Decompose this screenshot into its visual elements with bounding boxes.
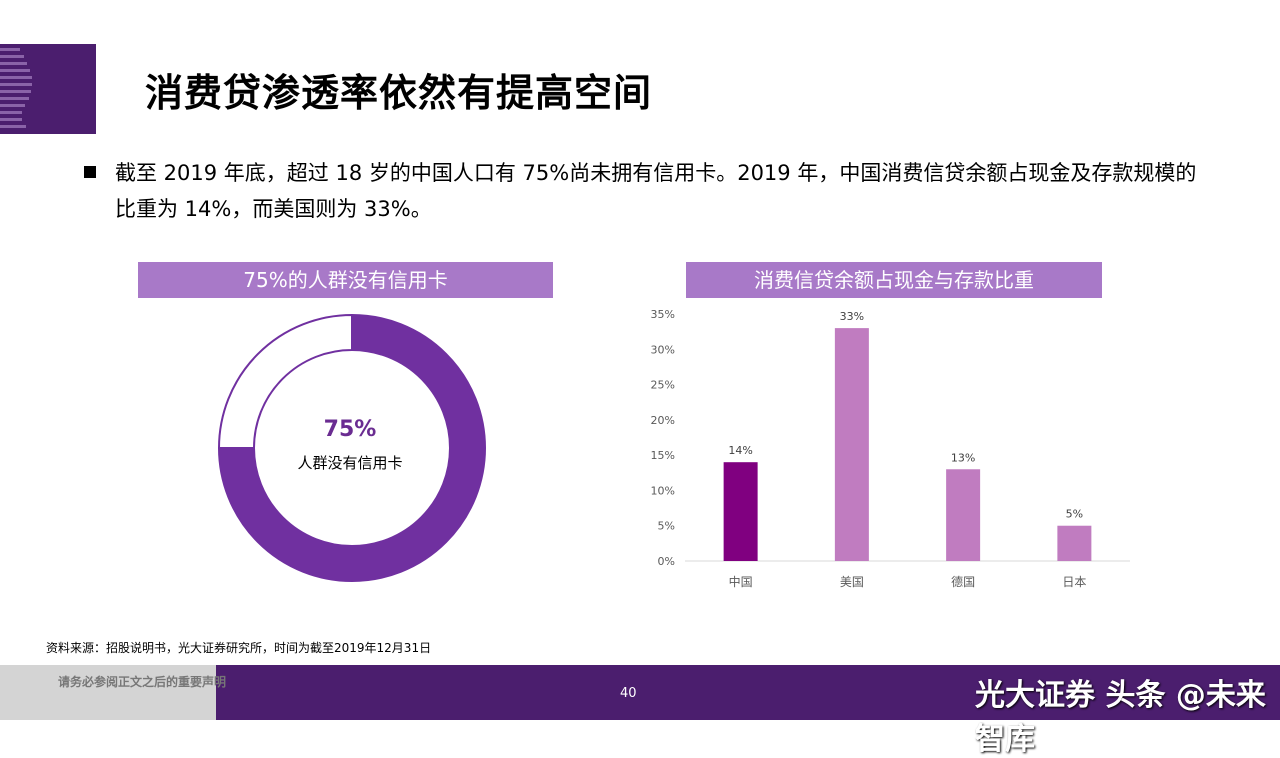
bar-chart-header: 消费信贷余额占现金与存款比重 <box>686 262 1102 298</box>
logo-stripe <box>0 97 29 100</box>
bullet-text: 截至 2019 年底，超过 18 岁的中国人口有 75%尚未拥有信用卡。2019… <box>115 161 1197 221</box>
page-number: 40 <box>620 686 637 701</box>
y-tick-label: 25% <box>651 379 675 392</box>
data-label: 33% <box>840 310 864 323</box>
logo-stripe <box>0 62 27 65</box>
footer-grey-block <box>0 665 216 720</box>
x-tick-label: 日本 <box>1062 575 1086 589</box>
logo-stripe <box>0 90 31 93</box>
donut-slice <box>217 313 486 582</box>
y-tick-label: 10% <box>651 484 675 497</box>
logo-stripe <box>0 104 25 107</box>
logo-stripe <box>0 76 32 79</box>
donut-header: 75%的人群没有信用卡 <box>138 262 553 298</box>
bar <box>834 328 869 561</box>
logo-stripe <box>0 48 20 51</box>
bar <box>946 469 981 561</box>
disclaimer: 请务必参阅正文之后的重要声明 <box>58 675 227 689</box>
x-tick-label: 德国 <box>951 574 975 589</box>
logo-stripe <box>0 55 24 58</box>
watermark: 光大证券 头条 @未来智库 <box>975 678 1266 757</box>
donut-center-value: 75% <box>323 417 377 442</box>
bar-chart: 0% 5% 10% 15% 20% 25% 30% 35% 14% 中国 33% 美国 13% 德国 5% 日… <box>651 308 1130 589</box>
logo-stripe <box>0 83 32 86</box>
y-tick-label: 15% <box>651 449 675 462</box>
logo-stripe <box>0 69 30 72</box>
y-tick-label: 30% <box>651 343 675 356</box>
y-tick-label: 20% <box>651 414 675 427</box>
y-tick-label: 0% <box>658 555 675 568</box>
logo-stripe <box>0 111 22 114</box>
donut-chart <box>217 313 486 582</box>
data-label: 14% <box>728 444 752 457</box>
y-tick-label: 35% <box>651 308 675 321</box>
donut-center-label: 人群没有信用卡 <box>297 454 403 472</box>
logo-stripe <box>0 118 22 121</box>
y-tick-label: 5% <box>658 520 675 533</box>
bar <box>723 462 758 561</box>
bar <box>1057 525 1092 561</box>
x-tick-label: 中国 <box>729 574 753 589</box>
data-label: 13% <box>951 451 975 464</box>
source-note: 资料来源：招股说明书，光大证券研究所，时间为截至2019年12月31日 <box>46 641 432 655</box>
donut-slice <box>217 313 353 449</box>
charts-svg: 0% 5% 10% 15% 20% 25% 30% 35% 14% 中国 33% 美国 13% 德国 5% 日… <box>217 308 1130 589</box>
data-label: 5% <box>1066 508 1083 521</box>
brand-logo <box>0 44 96 134</box>
bullet-marker <box>84 166 96 178</box>
page-title: 消费贷渗透率依然有提高空间 <box>145 71 653 115</box>
logo-stripe <box>0 125 26 128</box>
x-tick-label: 美国 <box>840 575 864 589</box>
